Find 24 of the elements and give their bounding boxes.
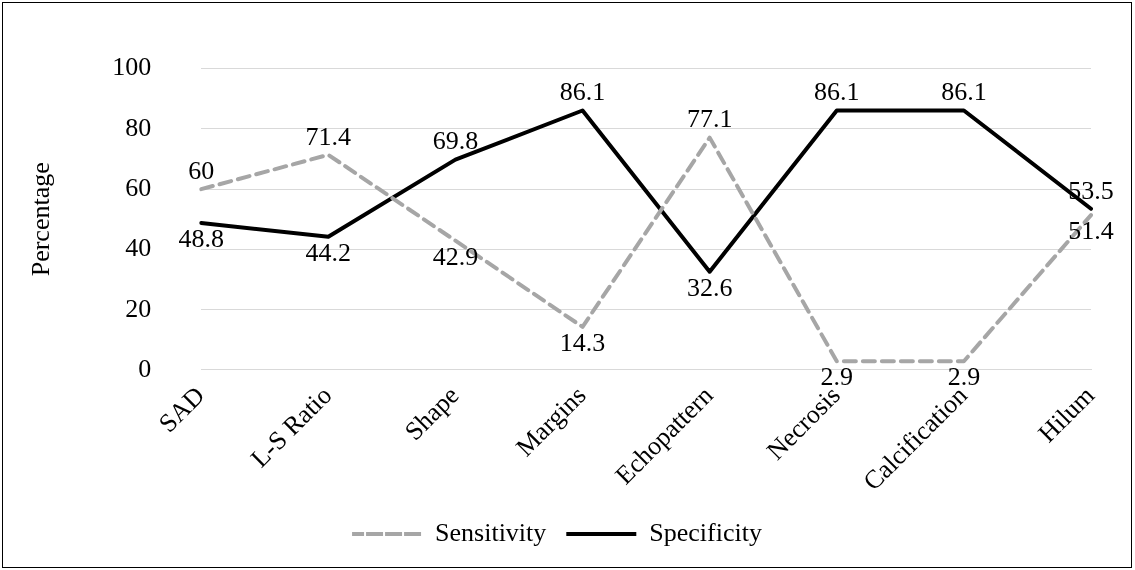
data-label: 48.8 (178, 223, 224, 253)
legend-label: Specificity (649, 517, 762, 547)
data-label: 42.9 (432, 241, 479, 271)
data-label: 77.1 (686, 104, 733, 134)
y-tick-label: 40 (125, 233, 152, 263)
x-tick-label: SAD (152, 380, 211, 438)
y-tick-label: 100 (112, 52, 152, 82)
data-label: 69.8 (432, 126, 479, 156)
y-tick-label: 80 (125, 112, 152, 142)
data-label: 60 (188, 155, 215, 185)
data-label: 44.2 (305, 237, 352, 267)
data-label: 86.1 (814, 77, 860, 107)
y-tick-label: 0 (138, 353, 152, 383)
y-tick-label: 20 (125, 293, 152, 323)
y-tick-label: 60 (125, 172, 152, 202)
y-axis-title: Percentage (26, 162, 56, 277)
data-label: 86.1 (559, 77, 606, 107)
data-label: 71.4 (305, 121, 352, 151)
data-label: 14.3 (559, 327, 606, 357)
data-label: 51.4 (1068, 215, 1114, 245)
data-label: 86.1 (941, 77, 987, 107)
legend-label: Sensitivity (435, 517, 547, 547)
data-label: 32.6 (686, 272, 733, 302)
data-label: 53.5 (1068, 175, 1114, 205)
